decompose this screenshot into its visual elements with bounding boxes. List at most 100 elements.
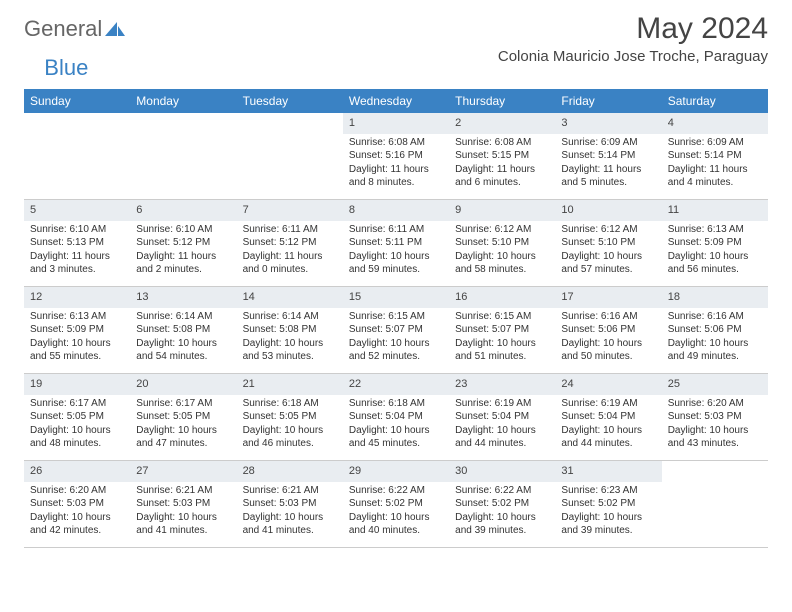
sunrise-text: Sunrise: 6:23 AM [561,484,655,498]
day-number: 16 [449,287,555,308]
day-number: 15 [343,287,449,308]
day-body: Sunrise: 6:12 AMSunset: 5:10 PMDaylight:… [449,221,555,281]
day-cell: 15Sunrise: 6:15 AMSunset: 5:07 PMDayligh… [343,287,449,373]
daylight-text: and 53 minutes. [243,350,337,364]
daylight-text: and 4 minutes. [668,176,762,190]
week-row: 12Sunrise: 6:13 AMSunset: 5:09 PMDayligh… [24,287,768,374]
sunset-text: Sunset: 5:14 PM [561,149,655,163]
daylight-text: Daylight: 10 hours [136,511,230,525]
sunset-text: Sunset: 5:04 PM [561,410,655,424]
week-row: 19Sunrise: 6:17 AMSunset: 5:05 PMDayligh… [24,374,768,461]
sunset-text: Sunset: 5:11 PM [349,236,443,250]
day-number: 7 [237,200,343,221]
day-cell: 14Sunrise: 6:14 AMSunset: 5:08 PMDayligh… [237,287,343,373]
day-cell: 3Sunrise: 6:09 AMSunset: 5:14 PMDaylight… [555,113,661,199]
daylight-text: and 43 minutes. [668,437,762,451]
location-subtitle: Colonia Mauricio Jose Troche, Paraguay [498,48,768,65]
sunrise-text: Sunrise: 6:10 AM [136,223,230,237]
sunrise-text: Sunrise: 6:11 AM [243,223,337,237]
calendar: Sunday Monday Tuesday Wednesday Thursday… [24,89,768,548]
day-body: Sunrise: 6:13 AMSunset: 5:09 PMDaylight:… [24,308,130,368]
sunset-text: Sunset: 5:16 PM [349,149,443,163]
daylight-text: and 56 minutes. [668,263,762,277]
day-cell: 24Sunrise: 6:19 AMSunset: 5:04 PMDayligh… [555,374,661,460]
day-body: Sunrise: 6:17 AMSunset: 5:05 PMDaylight:… [24,395,130,455]
day-number: 26 [24,461,130,482]
day-number: 2 [449,113,555,134]
brand-text-blue: Blue [44,55,88,81]
daylight-text: and 3 minutes. [30,263,124,277]
day-cell: 28Sunrise: 6:21 AMSunset: 5:03 PMDayligh… [237,461,343,547]
daylight-text: Daylight: 10 hours [455,424,549,438]
sunrise-text: Sunrise: 6:16 AM [668,310,762,324]
sunset-text: Sunset: 5:14 PM [668,149,762,163]
day-number: 12 [24,287,130,308]
weekday-header: Saturday [662,89,768,113]
day-number: 3 [555,113,661,134]
sunrise-text: Sunrise: 6:17 AM [30,397,124,411]
day-cell: 27Sunrise: 6:21 AMSunset: 5:03 PMDayligh… [130,461,236,547]
sunset-text: Sunset: 5:03 PM [30,497,124,511]
daylight-text: and 55 minutes. [30,350,124,364]
sunrise-text: Sunrise: 6:12 AM [455,223,549,237]
daylight-text: Daylight: 10 hours [349,424,443,438]
daylight-text: Daylight: 10 hours [561,250,655,264]
sunset-text: Sunset: 5:05 PM [30,410,124,424]
day-number: 19 [24,374,130,395]
sunrise-text: Sunrise: 6:20 AM [30,484,124,498]
daylight-text: and 54 minutes. [136,350,230,364]
day-body: Sunrise: 6:15 AMSunset: 5:07 PMDaylight:… [343,308,449,368]
day-number: 25 [662,374,768,395]
sunset-text: Sunset: 5:03 PM [136,497,230,511]
sunset-text: Sunset: 5:02 PM [561,497,655,511]
daylight-text: and 59 minutes. [349,263,443,277]
daylight-text: Daylight: 10 hours [349,337,443,351]
weekday-header: Friday [555,89,661,113]
day-number: 24 [555,374,661,395]
daylight-text: Daylight: 11 hours [30,250,124,264]
sunset-text: Sunset: 5:07 PM [349,323,443,337]
sunset-text: Sunset: 5:06 PM [561,323,655,337]
sunset-text: Sunset: 5:04 PM [349,410,443,424]
daylight-text: and 57 minutes. [561,263,655,277]
day-number: 14 [237,287,343,308]
sunrise-text: Sunrise: 6:21 AM [136,484,230,498]
daylight-text: Daylight: 10 hours [349,511,443,525]
daylight-text: Daylight: 11 hours [349,163,443,177]
day-body: Sunrise: 6:16 AMSunset: 5:06 PMDaylight:… [555,308,661,368]
day-cell: 9Sunrise: 6:12 AMSunset: 5:10 PMDaylight… [449,200,555,286]
day-body: Sunrise: 6:19 AMSunset: 5:04 PMDaylight:… [449,395,555,455]
day-body: Sunrise: 6:08 AMSunset: 5:16 PMDaylight:… [343,134,449,194]
day-body: Sunrise: 6:21 AMSunset: 5:03 PMDaylight:… [130,482,236,542]
daylight-text: Daylight: 10 hours [243,424,337,438]
daylight-text: and 52 minutes. [349,350,443,364]
sunset-text: Sunset: 5:05 PM [136,410,230,424]
day-cell: 16Sunrise: 6:15 AMSunset: 5:07 PMDayligh… [449,287,555,373]
day-cell [130,113,236,199]
sunset-text: Sunset: 5:13 PM [30,236,124,250]
sunset-text: Sunset: 5:08 PM [136,323,230,337]
daylight-text: Daylight: 10 hours [455,511,549,525]
brand-text-general: General [24,16,102,42]
sunset-text: Sunset: 5:03 PM [243,497,337,511]
sunrise-text: Sunrise: 6:16 AM [561,310,655,324]
daylight-text: and 58 minutes. [455,263,549,277]
day-number: 22 [343,374,449,395]
day-number: 5 [24,200,130,221]
day-number: 18 [662,287,768,308]
daylight-text: and 0 minutes. [243,263,337,277]
day-body: Sunrise: 6:08 AMSunset: 5:15 PMDaylight:… [449,134,555,194]
day-body: Sunrise: 6:16 AMSunset: 5:06 PMDaylight:… [662,308,768,368]
sunset-text: Sunset: 5:03 PM [668,410,762,424]
sunrise-text: Sunrise: 6:20 AM [668,397,762,411]
daylight-text: and 49 minutes. [668,350,762,364]
sunrise-text: Sunrise: 6:19 AM [455,397,549,411]
day-body: Sunrise: 6:22 AMSunset: 5:02 PMDaylight:… [449,482,555,542]
sunset-text: Sunset: 5:12 PM [243,236,337,250]
day-body: Sunrise: 6:20 AMSunset: 5:03 PMDaylight:… [662,395,768,455]
daylight-text: Daylight: 10 hours [561,337,655,351]
day-body: Sunrise: 6:11 AMSunset: 5:12 PMDaylight:… [237,221,343,281]
sunrise-text: Sunrise: 6:14 AM [243,310,337,324]
day-number: 1 [343,113,449,134]
day-number: 13 [130,287,236,308]
